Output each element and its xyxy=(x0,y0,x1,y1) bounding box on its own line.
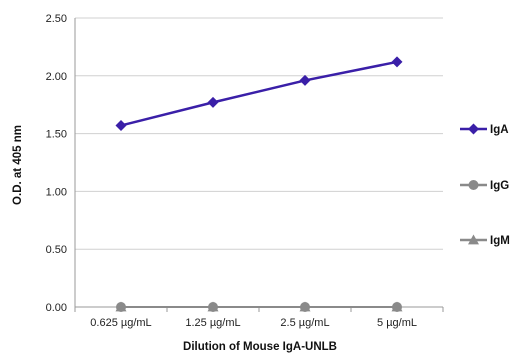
x-tick-label: 5 µg/mL xyxy=(377,317,417,329)
legend-label-igg: IgG xyxy=(490,180,509,192)
x-tick-label: 2.5 µg/mL xyxy=(280,317,329,329)
legend: IgA IgG IgM xyxy=(460,123,510,247)
series-iga xyxy=(115,56,403,132)
gridlines xyxy=(75,17,443,250)
series xyxy=(115,56,403,312)
data-point-iga xyxy=(391,56,403,68)
legend-marker-igg xyxy=(468,180,479,190)
data-point-igg xyxy=(300,302,310,312)
legend-item-iga: IgA xyxy=(460,123,509,136)
legend-marker-igm xyxy=(468,234,479,245)
data-point-iga xyxy=(115,120,127,132)
data-point-iga xyxy=(207,96,219,108)
data-point-igg xyxy=(116,302,126,312)
tick-labels: 0.00 0.50 1.00 1.50 2.00 2.50 0.625 µg/mL 1.25 … xyxy=(46,13,417,329)
legend-marker-iga xyxy=(468,123,479,135)
data-point-igg xyxy=(392,302,402,312)
y-tick-label: 2.00 xyxy=(46,71,67,83)
y-tick-label: 1.50 xyxy=(46,129,67,141)
x-tick-label: 0.625 µg/mL xyxy=(90,317,151,329)
data-point-iga xyxy=(299,74,311,86)
series-line-iga xyxy=(120,60,398,127)
data-point-igg xyxy=(208,302,218,312)
legend-item-igg: IgG xyxy=(460,180,509,192)
legend-label-igm: IgM xyxy=(490,235,510,247)
x-axis-title: Dilution of Mouse IgA-UNLB xyxy=(183,341,337,353)
legend-label-iga: IgA xyxy=(490,124,509,136)
series-igg xyxy=(116,302,402,312)
y-tick-label: 2.50 xyxy=(46,13,67,25)
y-tick-label: 0.00 xyxy=(46,302,67,314)
x-tick-label: 1.25 µg/mL xyxy=(185,317,240,329)
y-axis-title: O.D. at 405 nm xyxy=(12,125,24,205)
axes xyxy=(74,18,444,312)
y-tick-label: 1.00 xyxy=(46,186,67,198)
legend-item-igm: IgM xyxy=(460,234,510,247)
y-tick-label: 0.50 xyxy=(46,244,67,256)
